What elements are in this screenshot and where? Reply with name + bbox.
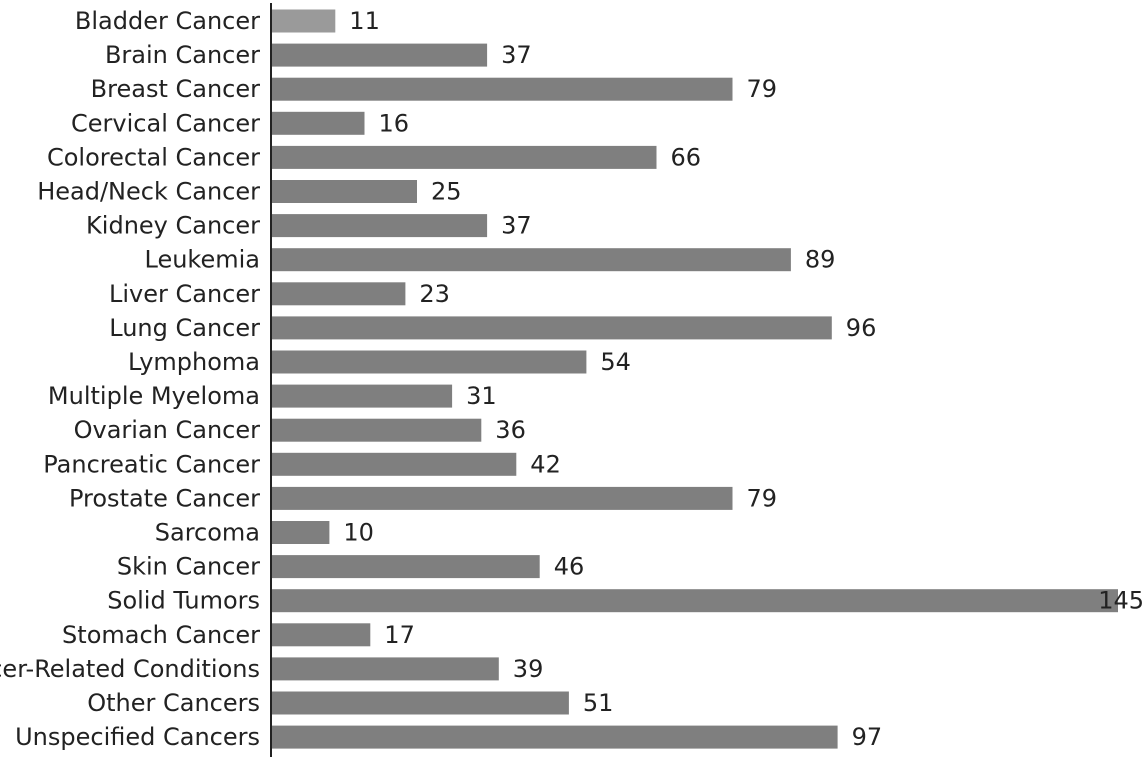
bar-lymphoma	[271, 350, 587, 374]
bar-cancer-related-conditions	[271, 657, 499, 681]
value-label-cancer-related-conditions: 39	[513, 655, 544, 683]
bar-colorectal-cancer	[271, 145, 657, 169]
value-label-solid-tumors: 145	[1098, 587, 1144, 615]
value-label-multiple-myeloma: 31	[466, 382, 497, 410]
category-label-multiple-myeloma: Multiple Myeloma	[48, 382, 260, 410]
bar-cervical-cancer	[271, 111, 365, 135]
value-label-pancreatic-cancer: 42	[530, 450, 561, 478]
value-label-brain-cancer: 37	[501, 41, 532, 69]
bar-brain-cancer	[271, 43, 488, 67]
bar-sarcoma	[271, 521, 330, 544]
value-label-lymphoma: 54	[600, 348, 631, 376]
category-label-ovarian-cancer: Ovarian Cancer	[74, 416, 261, 444]
bar-unspecified-cancers	[271, 725, 838, 749]
bar-pancreatic-cancer	[271, 452, 517, 476]
value-label-breast-cancer: 79	[747, 75, 778, 103]
category-label-breast-cancer: Breast Cancer	[91, 75, 260, 103]
bar-other-cancers	[271, 691, 569, 715]
value-label-bladder-cancer: 11	[349, 7, 380, 35]
value-label-leukemia: 89	[805, 246, 836, 274]
bar-breast-cancer	[271, 77, 733, 101]
category-label-cervical-cancer: Cervical Cancer	[71, 109, 260, 137]
bar-solid-tumors	[271, 589, 1118, 613]
value-label-stomach-cancer: 17	[384, 621, 415, 649]
value-label-kidney-cancer: 37	[501, 212, 532, 240]
category-labels-group: Bladder Cancer Brain Cancer Breast Cancer C…	[0, 7, 260, 751]
value-label-other-cancers: 51	[583, 689, 614, 717]
bar-head-neck-cancer	[271, 180, 417, 203]
value-label-prostate-cancer: 79	[747, 484, 778, 512]
category-label-colorectal-cancer: Colorectal Cancer	[47, 143, 260, 171]
category-label-lung-cancer: Lung Cancer	[109, 314, 260, 342]
bar-kidney-cancer	[271, 214, 488, 238]
category-label-brain-cancer: Brain Cancer	[105, 41, 260, 69]
bar-liver-cancer	[271, 282, 406, 306]
value-label-sarcoma: 10	[343, 519, 374, 547]
category-label-lymphoma: Lymphoma	[128, 348, 260, 376]
value-label-skin-cancer: 46	[554, 553, 585, 581]
category-label-leukemia: Leukemia	[145, 246, 261, 274]
category-label-pancreatic-cancer: Pancreatic Cancer	[43, 450, 260, 478]
bar-skin-cancer	[271, 555, 540, 579]
category-label-solid-tumors: Solid Tumors	[107, 587, 260, 615]
bar-multiple-myeloma	[271, 384, 453, 408]
category-label-stomach-cancer: Stomach Cancer	[62, 621, 260, 649]
bars-group	[271, 9, 1118, 749]
value-label-head-neck-cancer: 25	[431, 178, 462, 206]
bar-leukemia	[271, 248, 791, 272]
bar-stomach-cancer	[271, 623, 371, 647]
category-label-unspecified-cancers: Unspecified Cancers	[15, 723, 260, 751]
bar-lung-cancer	[271, 316, 832, 340]
category-label-other-cancers: Other Cancers	[87, 689, 260, 717]
category-label-kidney-cancer: Kidney Cancer	[86, 212, 260, 240]
category-label-cancer-related-conditions: Cancer-Related Conditions	[0, 655, 260, 683]
value-label-cervical-cancer: 16	[379, 109, 410, 137]
category-label-liver-cancer: Liver Cancer	[109, 280, 260, 308]
value-label-ovarian-cancer: 36	[495, 416, 526, 444]
category-label-head-neck-cancer: Head/Neck Cancer	[37, 178, 260, 206]
bar-ovarian-cancer	[271, 418, 482, 442]
value-label-unspecified-cancers: 97	[852, 723, 883, 751]
category-label-prostate-cancer: Prostate Cancer	[69, 484, 260, 512]
category-label-bladder-cancer: Bladder Cancer	[75, 7, 260, 35]
category-label-sarcoma: Sarcoma	[155, 519, 260, 547]
category-label-skin-cancer: Skin Cancer	[117, 553, 260, 581]
bar-prostate-cancer	[271, 486, 733, 510]
bar-bladder-cancer	[271, 9, 336, 33]
value-label-colorectal-cancer: 66	[671, 143, 702, 171]
value-label-liver-cancer: 23	[419, 280, 450, 308]
value-label-lung-cancer: 96	[846, 314, 877, 342]
